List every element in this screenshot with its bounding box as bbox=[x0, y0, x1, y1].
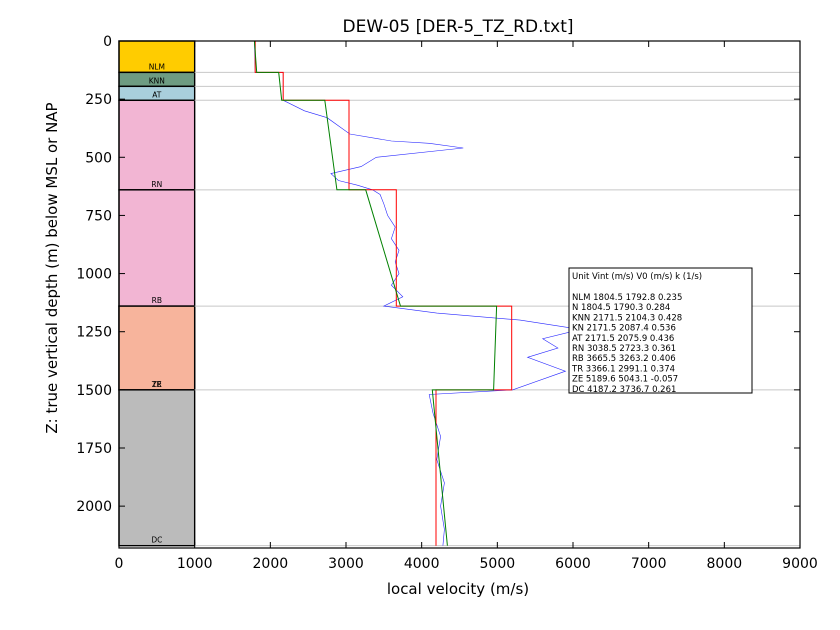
legend-row: DC 4187.2 3736.7 0.261 bbox=[572, 385, 676, 395]
x-tick-label: 5000 bbox=[480, 556, 516, 572]
x-tick-label: 4000 bbox=[404, 556, 440, 572]
unit-label-nlm: NLM bbox=[149, 62, 165, 71]
x-axis-label: local velocity (m/s) bbox=[387, 580, 529, 598]
legend-row: TR 3366.1 2991.1 0.374 bbox=[571, 364, 675, 374]
x-tick-label: 6000 bbox=[555, 556, 591, 572]
x-tick-label: 0 bbox=[115, 556, 124, 572]
unit-label-rb: RB bbox=[152, 296, 162, 305]
x-tick-label: 7000 bbox=[631, 556, 667, 572]
legend-row: NLM 1804.5 1792.8 0.235 bbox=[572, 293, 682, 303]
y-tick-label: 0 bbox=[103, 34, 112, 50]
y-tick-label: 250 bbox=[85, 92, 112, 108]
unit-block-rb bbox=[118, 189, 196, 307]
unit-block-tr bbox=[118, 305, 196, 391]
legend-row: N 1804.5 1790.3 0.284 bbox=[572, 303, 670, 313]
legend-box bbox=[568, 267, 753, 394]
legend-table: Unit Vint (m/s) V0 (m/s) k (1/s) NLM 1804… bbox=[568, 267, 753, 395]
y-tick-label: 750 bbox=[85, 208, 112, 224]
y-axis-label: Z: true vertical depth (m) below MSL or … bbox=[43, 102, 61, 433]
unit-block-rn bbox=[118, 99, 196, 191]
x-tick-label: 3000 bbox=[328, 556, 364, 572]
unit-label-at: AT bbox=[152, 90, 162, 99]
legend-row: RN 3038.5 2723.3 0.361 bbox=[572, 344, 676, 354]
legend-row: RB 3665.5 3263.2 0.406 bbox=[572, 354, 676, 364]
y-tick-label: 2000 bbox=[76, 499, 112, 515]
y-tick-label: 500 bbox=[85, 150, 112, 166]
unit-label-tr: TR bbox=[151, 380, 162, 389]
chart-title: DEW-05 [DER-5_TZ_RD.txt] bbox=[342, 17, 573, 37]
y-tick-label: 1750 bbox=[76, 441, 112, 457]
series-group bbox=[253, 40, 581, 546]
unit-label-rn: RN bbox=[151, 180, 162, 189]
series-line-1 bbox=[253, 40, 498, 546]
legend-row: KN 2171.5 2087.4 0.536 bbox=[572, 324, 676, 334]
series-line-0 bbox=[254, 41, 513, 546]
legend-row: ZE 5189.6 5043.1 -0.057 bbox=[572, 375, 678, 385]
y-tick-label: 1000 bbox=[76, 267, 112, 283]
unit-label-knn: KNN bbox=[149, 76, 165, 85]
y-tick-label: 1500 bbox=[76, 383, 112, 399]
x-tick-label: 1000 bbox=[177, 556, 213, 572]
unit-label-dc: DC bbox=[151, 536, 162, 545]
x-tick-label: 8000 bbox=[707, 556, 743, 572]
unit-block-dc bbox=[118, 389, 196, 547]
legend-header: Unit Vint (m/s) V0 (m/s) k (1/s) bbox=[572, 272, 702, 282]
y-tick-label: 1250 bbox=[76, 325, 112, 341]
x-tick-label: 2000 bbox=[253, 556, 289, 572]
legend-row: KNN 2171.5 2104.3 0.428 bbox=[572, 313, 682, 323]
legend-row: AT 2171.5 2075.9 0.436 bbox=[572, 334, 674, 344]
unit-label-ze: ZE bbox=[152, 380, 162, 389]
y-axis-ticks: 0 250 500 750 1000 1250 1500 1750 2000 bbox=[76, 34, 800, 515]
series-line-2 bbox=[254, 40, 581, 546]
x-axis-ticks: 0 1000 2000 3000 4000 5000 6000 7000 8000 9000 bbox=[115, 41, 818, 572]
x-tick-label: 9000 bbox=[782, 556, 818, 572]
plot-frame bbox=[118, 40, 801, 549]
